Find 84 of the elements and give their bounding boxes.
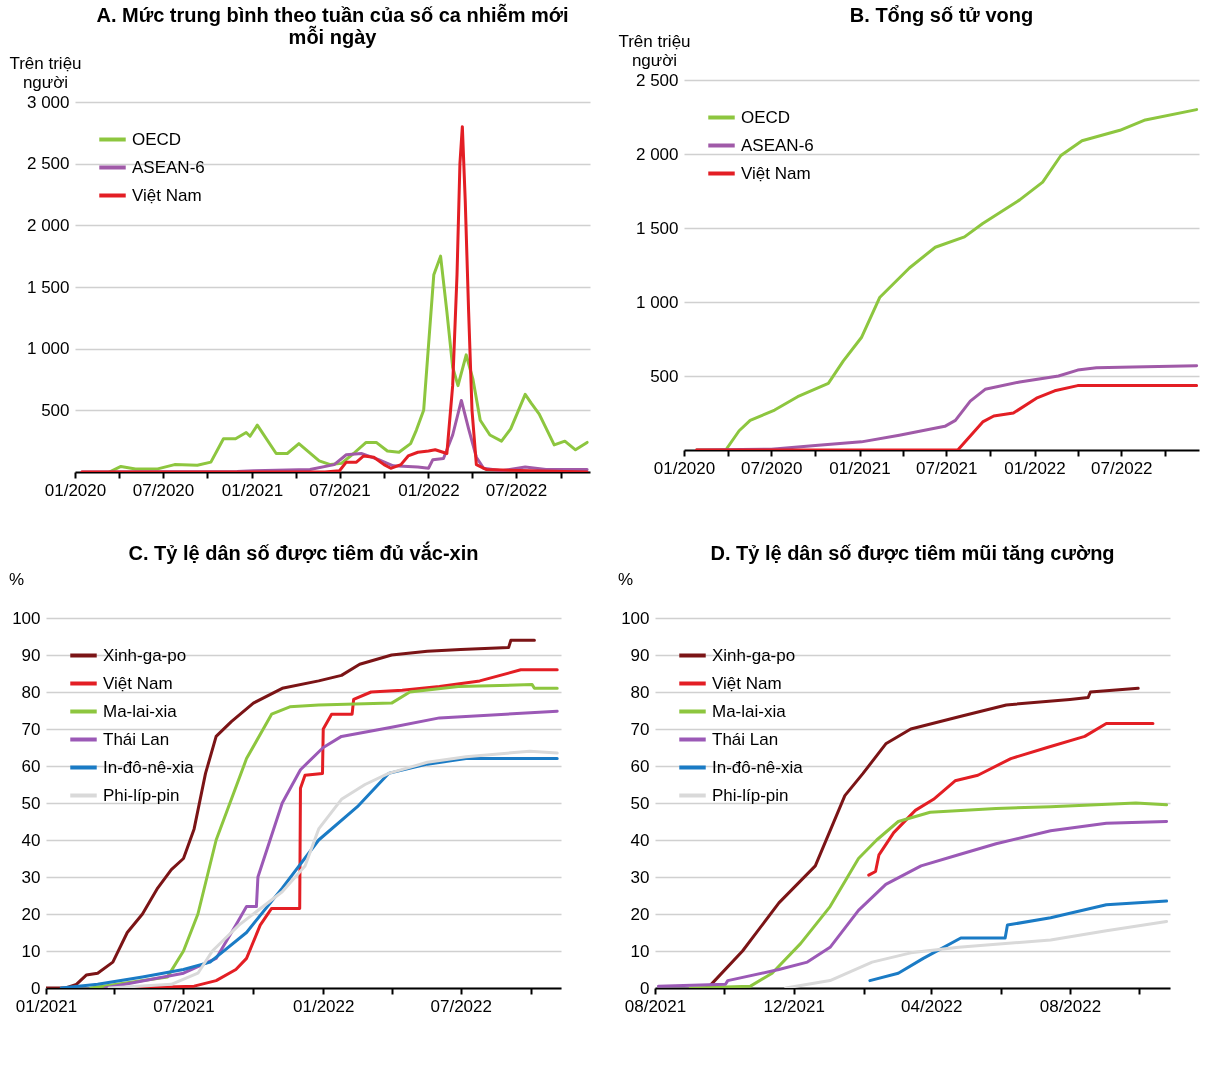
legend-label: Xinh-ga-po: [712, 645, 796, 665]
x-tick-label: 04/2022: [901, 996, 963, 1016]
y-tick-label: 100: [621, 608, 650, 628]
y-tick-label: 60: [630, 756, 650, 776]
legend-label: Việt Nam: [712, 673, 782, 693]
x-tick-label: 08/2022: [1039, 996, 1102, 1016]
y-tick-label: 0: [640, 978, 650, 998]
legend-label: OECD: [132, 129, 182, 149]
line-series: [867, 721, 1155, 877]
legend-label: Phi-líp-pin: [712, 785, 789, 805]
legend-label: Ma-lai-xia: [103, 701, 178, 721]
y-tick-label: 2 000: [635, 144, 679, 164]
x-tick-label: 07/2021: [153, 996, 215, 1016]
y-tick-label: 20: [630, 904, 650, 924]
y-tick-label: 1 500: [26, 277, 70, 297]
chart-title: B. Tổng số tử vong: [849, 4, 1034, 26]
y-tick-label: 10: [21, 941, 41, 961]
y-tick-label: 10: [630, 941, 650, 961]
line-series: [80, 125, 589, 472]
y-axis-title: Trên triệu người: [618, 31, 691, 70]
legend-label: ASEAN-6: [132, 157, 205, 177]
x-tick-label: 01/2021: [829, 458, 891, 478]
legend-label: Việt Nam: [741, 163, 811, 183]
x-tick-label: 01/2022: [398, 480, 460, 500]
line-series: [46, 638, 536, 988]
y-tick-label: 2 500: [26, 154, 70, 174]
y-tick-label: 2 000: [26, 215, 70, 235]
x-tick-label: 07/2020: [132, 480, 195, 500]
legend-label: Thái Lan: [712, 729, 779, 749]
y-tick-label: 40: [21, 830, 41, 850]
y-tick-label: 90: [630, 645, 650, 665]
y-tick-label: 1 000: [635, 292, 679, 312]
y-tick-label: 500: [650, 366, 679, 386]
y-tick-label: 20: [21, 904, 41, 924]
y-tick-label: 70: [630, 719, 650, 739]
x-tick-label: 07/2022: [485, 480, 548, 500]
y-tick-label: 1 500: [635, 218, 679, 238]
y-tick-label: 30: [21, 867, 41, 887]
y-tick-label: 80: [21, 682, 41, 702]
y-tick-label: 90: [21, 645, 41, 665]
y-axis-title: %: [617, 569, 634, 589]
legend-label: In-đô-nê-xia: [103, 757, 195, 777]
x-tick-label: 12/2021: [763, 996, 825, 1016]
x-tick-label: 01/2021: [15, 996, 78, 1016]
y-tick-label: 70: [21, 719, 41, 739]
x-tick-label: 07/2022: [430, 996, 492, 1016]
legend-label: Phi-líp-pin: [103, 785, 180, 805]
line-series: [868, 899, 1169, 983]
chart-title: A. Mức trung bình theo tuần của số ca nhiễm mới mỗi ngày: [96, 3, 569, 48]
legend-label: Việt Nam: [132, 185, 202, 205]
x-tick-label: 01/2021: [221, 480, 284, 500]
y-tick-label: 50: [630, 793, 650, 813]
y-tick-label: 500: [41, 400, 70, 420]
y-tick-label: 50: [21, 793, 41, 813]
x-tick-label: 07/2022: [1091, 458, 1153, 478]
legend-label: Thái Lan: [103, 729, 170, 749]
x-tick-label: 07/2021: [916, 458, 978, 478]
x-tick-label: 07/2021: [309, 480, 371, 500]
x-tick-label: 01/2022: [1004, 458, 1066, 478]
legend-label: ASEAN-6: [741, 135, 814, 155]
y-axis-title: Trên triệu người: [9, 53, 82, 92]
y-tick-label: 60: [21, 756, 41, 776]
y-axis-title: %: [8, 569, 25, 589]
x-tick-label: 01/2020: [44, 480, 107, 500]
y-tick-label: 100: [12, 608, 41, 628]
legend-label: Việt Nam: [103, 673, 173, 693]
x-tick-label: 07/2020: [741, 458, 803, 478]
y-tick-label: 2 500: [635, 70, 679, 90]
y-tick-label: 80: [630, 682, 650, 702]
y-tick-label: 40: [630, 830, 650, 850]
y-tick-label: 1 000: [26, 339, 70, 359]
chart-title: C. Tỷ lệ dân số được tiêm đủ vắc-xin: [128, 541, 479, 564]
legend-label: OECD: [741, 107, 791, 127]
line-series: [694, 384, 1199, 450]
x-tick-label: 01/2020: [653, 458, 716, 478]
x-tick-label: 08/2021: [624, 996, 687, 1016]
legend-label: In-đô-nê-xia: [712, 757, 804, 777]
y-tick-label: 0: [31, 978, 41, 998]
y-tick-label: 3 000: [26, 92, 70, 112]
x-tick-label: 01/2022: [293, 996, 355, 1016]
chart-title: D. Tỷ lệ dân số được tiêm mũi tăng cường: [710, 542, 1115, 564]
y-tick-label: 30: [630, 867, 650, 887]
legend-label: Ma-lai-xia: [712, 701, 787, 721]
legend-label: Xinh-ga-po: [103, 645, 187, 665]
